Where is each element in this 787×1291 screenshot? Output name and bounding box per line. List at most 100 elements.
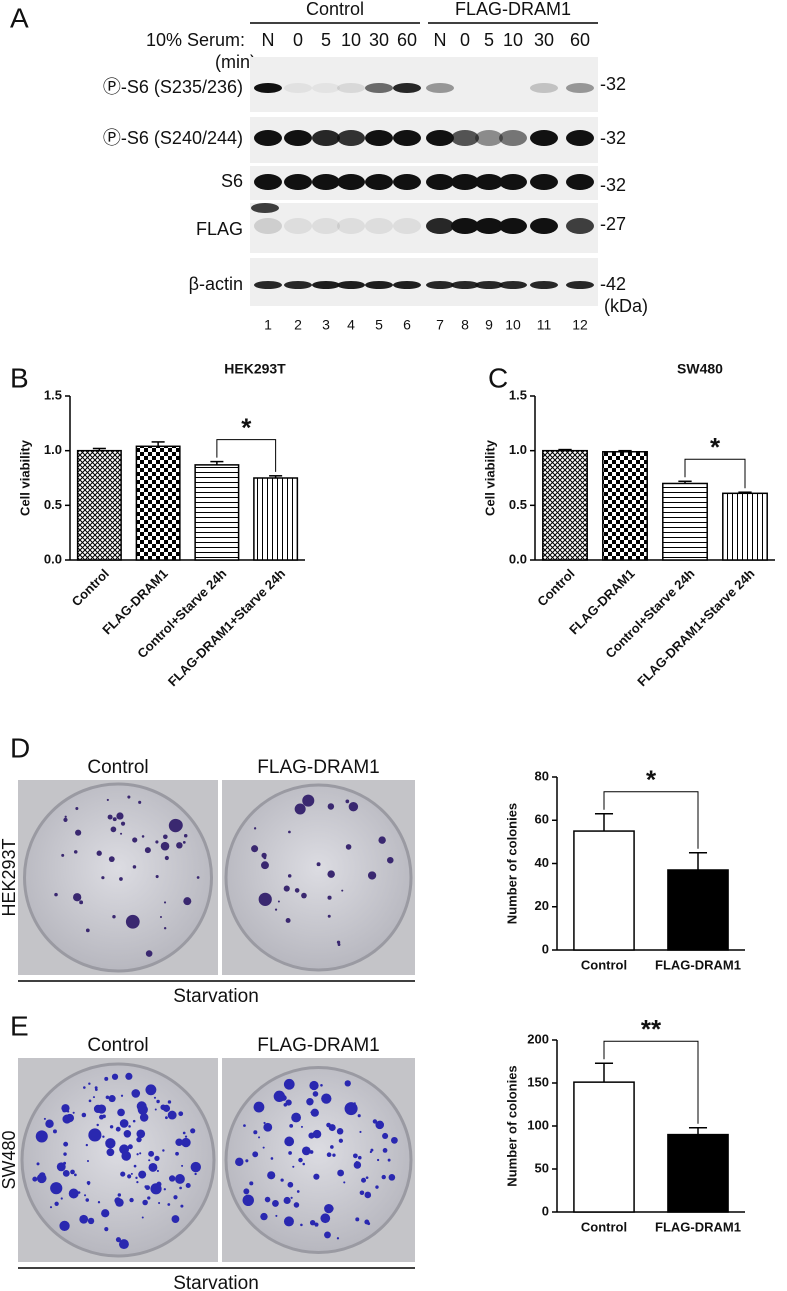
- colony: [171, 1215, 180, 1223]
- lane-label: 60: [397, 30, 417, 50]
- colony: [130, 1172, 133, 1175]
- colony: [154, 1155, 160, 1162]
- colony: [352, 1153, 358, 1159]
- band: [499, 281, 527, 289]
- colony: [139, 1113, 149, 1122]
- x-tick-label: Control: [581, 957, 627, 972]
- colony: [376, 1158, 380, 1162]
- blot-label: β-actin: [189, 274, 243, 294]
- lane-label: 30: [534, 30, 554, 50]
- colony: [125, 1072, 133, 1080]
- colony: [167, 1110, 177, 1120]
- condition-label: Starvation: [173, 986, 259, 1007]
- colony: [274, 908, 278, 911]
- colony: [175, 1138, 183, 1146]
- band: [475, 130, 503, 146]
- x-tick-label: FLAG-DRAM1: [655, 1219, 741, 1234]
- colony: [54, 892, 58, 897]
- colony: [381, 1174, 386, 1180]
- colony: [101, 1209, 110, 1218]
- colony: [125, 914, 140, 929]
- colony: [32, 1176, 38, 1182]
- colony: [132, 1119, 136, 1123]
- colony: [337, 1169, 345, 1177]
- bar: [573, 1081, 635, 1213]
- colony: [287, 1181, 294, 1188]
- colony: [296, 1190, 300, 1193]
- colony: [185, 1182, 191, 1189]
- colony: [68, 1188, 79, 1199]
- colony: [145, 1084, 157, 1096]
- colony: [73, 893, 82, 902]
- colony: [285, 1099, 292, 1106]
- colony: [196, 876, 200, 879]
- y-tick-label: 1.5: [44, 387, 62, 402]
- colony: [52, 1129, 57, 1134]
- colony: [263, 856, 267, 860]
- colony: [184, 1135, 188, 1138]
- blot: [250, 57, 598, 112]
- colony: [66, 1110, 70, 1113]
- colony: [283, 1078, 295, 1090]
- band: [426, 130, 454, 146]
- colony: [153, 1096, 157, 1099]
- colony: [88, 1082, 91, 1085]
- error-bar: [269, 475, 283, 478]
- band: [499, 174, 527, 190]
- colony: [251, 845, 259, 853]
- colony: [121, 1173, 125, 1177]
- colony: [63, 1152, 67, 1156]
- colony: [253, 1101, 265, 1113]
- chart-title: HEK293T: [224, 361, 286, 377]
- lane-number: 10: [505, 317, 521, 333]
- significance-label: **: [641, 1014, 662, 1044]
- band: [530, 174, 558, 190]
- colony: [301, 1146, 311, 1156]
- colony: [127, 795, 131, 799]
- colony: [83, 1086, 86, 1089]
- colony: [341, 889, 344, 892]
- colony: [106, 798, 109, 802]
- colony: [183, 897, 192, 906]
- colony: [272, 1200, 279, 1207]
- colony: [175, 1174, 185, 1184]
- colony: [365, 1176, 369, 1180]
- band: [530, 281, 558, 289]
- colony: [104, 1227, 109, 1232]
- colony: [136, 1136, 142, 1143]
- significance-bracket: [216, 439, 277, 472]
- colony: [148, 1159, 151, 1162]
- y-tick-label: 1.5: [509, 387, 527, 402]
- colony: [249, 1181, 254, 1186]
- y-tick-label: 200: [527, 1031, 549, 1046]
- band: [365, 218, 393, 234]
- band: [312, 174, 340, 190]
- y-tick-label: 0: [542, 1203, 549, 1218]
- colony: [163, 901, 167, 904]
- colony: [160, 841, 170, 851]
- panel-letter: D: [10, 732, 30, 763]
- colony: [94, 1086, 98, 1090]
- lane-label: 0: [293, 30, 303, 50]
- error-bar: [618, 449, 632, 452]
- band: [393, 83, 421, 93]
- significance-bracket: [603, 1040, 699, 1124]
- colony: [283, 1103, 288, 1107]
- colony: [135, 1176, 138, 1180]
- colony: [141, 1216, 144, 1219]
- significance-bracket: [684, 458, 746, 489]
- colony: [121, 1151, 132, 1161]
- y-axis-label: Number of colonies: [504, 803, 519, 924]
- lane-number: 9: [485, 317, 493, 333]
- image-label: FLAG-DRAM1: [257, 757, 379, 778]
- colony: [302, 1162, 305, 1166]
- colony: [54, 1201, 59, 1206]
- colony: [168, 1175, 176, 1182]
- colony: [111, 1073, 119, 1080]
- colony: [87, 1217, 95, 1225]
- colony: [336, 1237, 340, 1240]
- colony: [194, 1172, 197, 1176]
- band: [337, 174, 365, 190]
- colony: [75, 807, 79, 811]
- colony: [330, 1145, 334, 1149]
